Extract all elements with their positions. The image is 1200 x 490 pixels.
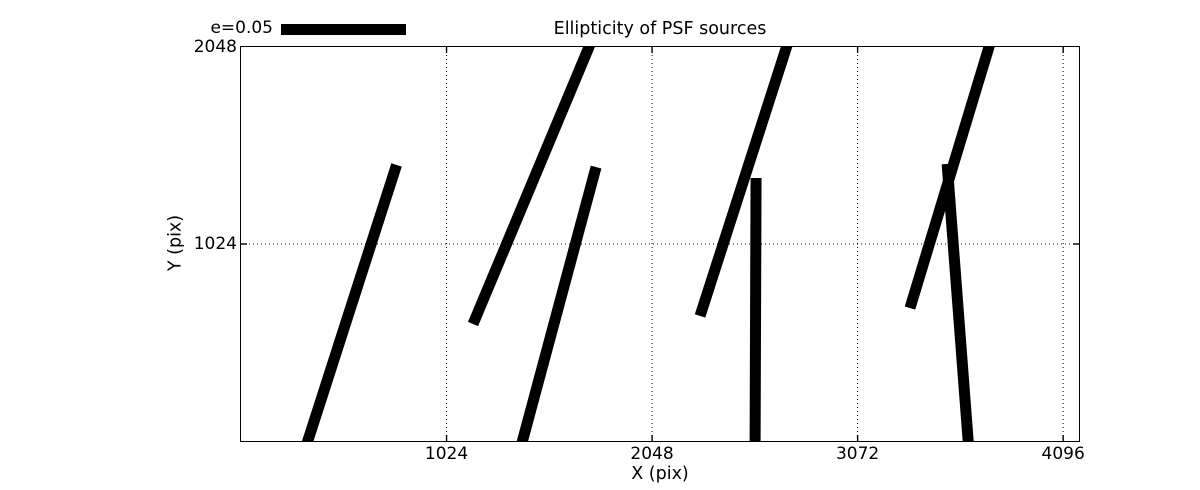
chart-title: Ellipticity of PSF sources (553, 19, 767, 39)
ellipticity-stick (749, 177, 762, 441)
x-tick-label: 3072 (835, 444, 880, 464)
x-tick-label: 4096 (1041, 444, 1085, 464)
ellipticity-stick (516, 165, 601, 441)
x-axis-label: X (pix) (631, 464, 689, 484)
y-tick-label: 1024 (193, 233, 237, 254)
ellipticity-stick (941, 163, 974, 441)
y-tick-label: 2048 (193, 36, 237, 57)
ellipticity-stick (467, 46, 595, 326)
plot-area (239, 45, 1080, 442)
ellipticity-stick (694, 46, 792, 318)
ellipticity-stick (301, 162, 402, 441)
x-tick-label: 1024 (424, 444, 469, 464)
x-tick-label: 2048 (630, 444, 674, 464)
y-axis-label: Y (pix) (165, 214, 186, 272)
legend-key-line (281, 24, 406, 35)
legend-label: e=0.05 (210, 18, 273, 38)
